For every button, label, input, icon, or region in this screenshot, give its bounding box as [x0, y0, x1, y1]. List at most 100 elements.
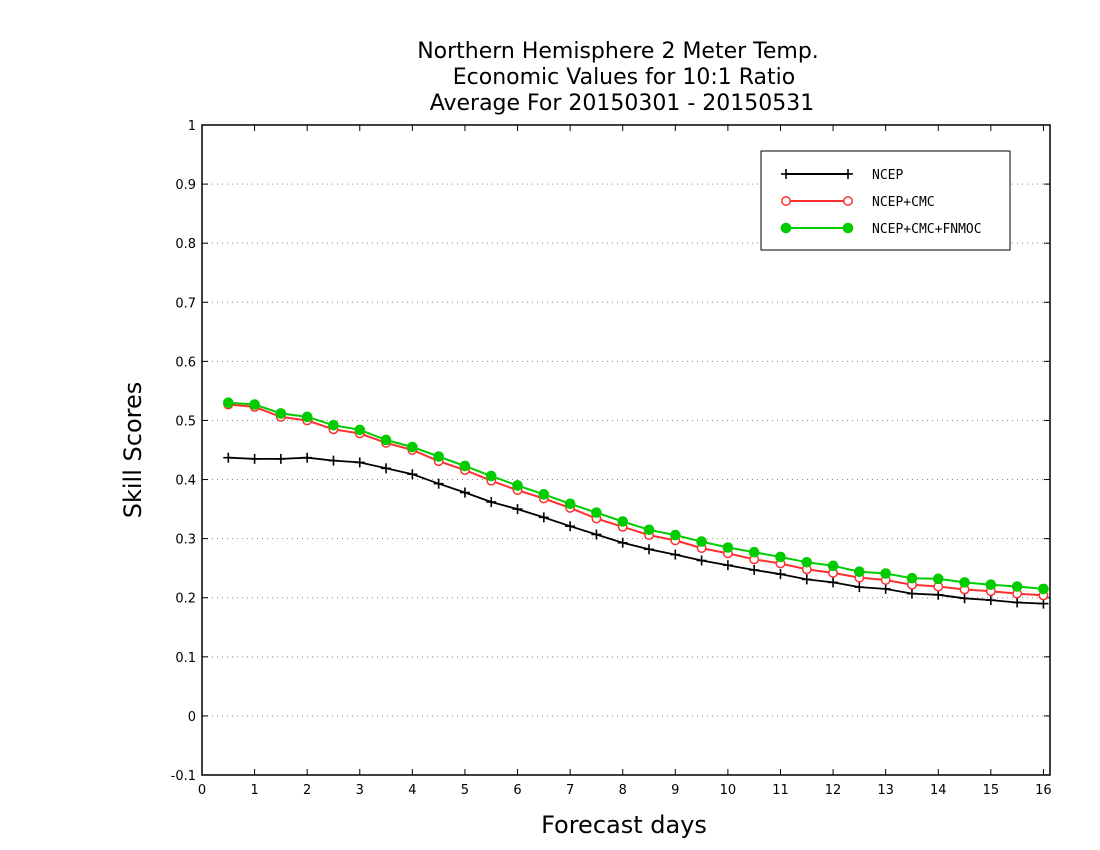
data-point [644, 544, 655, 555]
x-tick-label: 8 [619, 783, 627, 798]
data-point [459, 460, 471, 472]
x-tick-label: 6 [513, 783, 521, 798]
data-point [459, 487, 470, 498]
data-point [328, 455, 339, 466]
data-point [985, 579, 997, 591]
x-tick-label: 5 [461, 783, 469, 798]
x-tick-label: 2 [303, 783, 311, 798]
data-point [275, 453, 286, 464]
data-point [302, 452, 313, 463]
data-point [932, 573, 944, 585]
x-tick-label: 7 [566, 783, 574, 798]
chart-title: Northern Hemisphere 2 Meter Temp. Econom… [417, 39, 819, 116]
data-point [512, 480, 523, 491]
data-point [748, 546, 760, 558]
title-line-1: Northern Hemisphere 2 Meter Temp. [417, 39, 819, 64]
data-point [354, 457, 365, 468]
data-point [301, 411, 313, 423]
y-tick-label: 0 [188, 710, 196, 725]
data-point [827, 560, 839, 572]
y-tick-label: -0.1 [171, 769, 196, 784]
y-tick-label: 0.9 [175, 178, 196, 193]
data-point [222, 397, 234, 409]
data-point [485, 470, 497, 482]
x-tick-label: 0 [198, 783, 206, 798]
x-tick-label: 3 [356, 783, 364, 798]
data-point [275, 408, 287, 419]
series-ncep [223, 452, 1049, 609]
data-point [1011, 581, 1023, 592]
data-point [354, 424, 366, 436]
data-point [985, 595, 996, 606]
data-point [775, 569, 786, 580]
y-tick-label: 0.7 [175, 296, 196, 311]
x-axis-title: Forecast days [541, 811, 707, 839]
data-point [959, 577, 970, 588]
x-tick-label: 13 [877, 783, 894, 798]
legend-label: NCEP+CMC [872, 195, 935, 210]
y-tick-label: 0.4 [175, 474, 196, 489]
data-point [722, 560, 733, 571]
data-point [223, 452, 234, 463]
y-tick-label: 0.8 [175, 237, 196, 252]
data-point [781, 196, 791, 206]
data-point [670, 549, 681, 560]
data-point [828, 577, 839, 588]
data-point [486, 497, 497, 507]
legend-label: NCEP+CMC+FNMOC [872, 222, 982, 237]
legend-item: NCEP [781, 168, 903, 183]
data-point [407, 441, 418, 453]
data-point [617, 516, 629, 527]
data-point [843, 169, 853, 179]
data-point [906, 572, 918, 584]
data-point [538, 489, 550, 500]
x-tick-label: 9 [671, 783, 679, 798]
data-point [1038, 583, 1049, 595]
data-point [696, 536, 707, 547]
plot-frame [201, 124, 1051, 776]
data-point [591, 507, 602, 518]
title-line-3: Average For 20150301 - 20150531 [430, 91, 815, 116]
x-tick-label: 11 [772, 783, 789, 798]
legend-label: NCEP [872, 168, 903, 183]
y-tick-label: 0.3 [175, 533, 196, 548]
data-point [591, 529, 602, 540]
data-point [775, 551, 786, 563]
data-point [617, 537, 628, 548]
data-point [538, 512, 549, 523]
legend: NCEP NCEP+CMC NCEP+CMC+FNMOC [760, 150, 1011, 251]
data-point [380, 434, 392, 446]
series-ncep-cmc [223, 399, 1049, 601]
x-tick-label: 15 [983, 783, 1000, 798]
data-point [670, 529, 681, 541]
y-tick-label: 0.1 [175, 651, 196, 666]
y-tick-label: 0.6 [175, 355, 196, 370]
data-point [880, 583, 891, 594]
data-point [696, 555, 707, 566]
data-point [512, 504, 523, 515]
data-point [749, 564, 760, 575]
data-point [564, 498, 576, 510]
data-point [381, 463, 392, 474]
data-point [1012, 597, 1023, 608]
data-point [801, 556, 813, 568]
data-point [781, 169, 791, 179]
series-lines [222, 397, 1049, 609]
legend-item: NCEP+CMC [781, 195, 935, 210]
data-point [801, 574, 812, 585]
title-line-2: Economic Values for 10:1 Ratio [453, 65, 795, 90]
series-line [228, 401, 1044, 590]
x-tick-label: 4 [408, 783, 416, 798]
axes: -0.100.10.20.30.40.50.60.70.80.910 1 2 3 4 5 6… [171, 119, 1052, 798]
y-tick-label: 0.5 [175, 414, 196, 429]
data-point [407, 469, 418, 480]
data-point [643, 524, 655, 536]
x-tick-label: 12 [825, 783, 842, 798]
data-point [433, 451, 444, 462]
series-line [228, 403, 1044, 597]
data-point [843, 196, 853, 206]
data-point [780, 222, 792, 234]
data-point [906, 588, 917, 599]
y-tick-label: 0.2 [175, 592, 196, 607]
